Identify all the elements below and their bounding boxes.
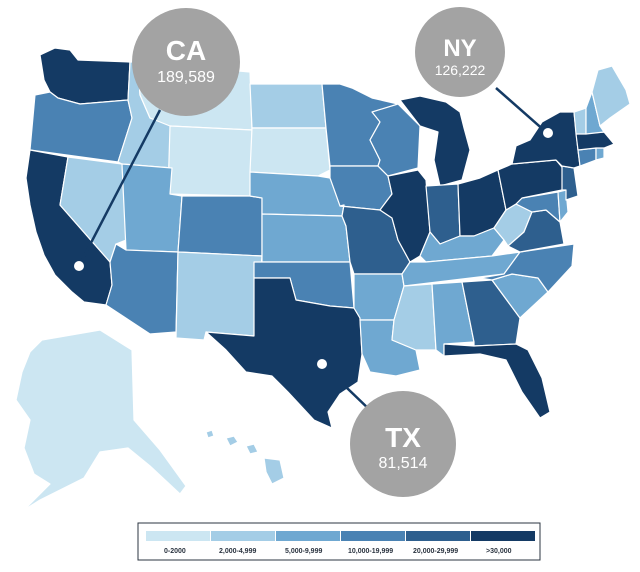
state-NH[interactable]: [585, 91, 605, 135]
state-AK[interactable]: [15, 329, 187, 511]
legend-label-1: 2,000-4,999: [219, 548, 256, 555]
state-HI[interactable]: [205, 429, 285, 485]
state-NY[interactable]: [511, 111, 581, 169]
state-NM[interactable]: [175, 251, 263, 341]
legend-swatch-2: [276, 531, 340, 541]
state-MI[interactable]: [399, 95, 471, 187]
state-CT[interactable]: [577, 147, 597, 167]
state-RI[interactable]: [595, 147, 605, 161]
state-WY[interactable]: [167, 125, 253, 197]
callout-CA-value: 189,589: [157, 69, 215, 86]
state-ME[interactable]: [591, 65, 631, 127]
state-SD[interactable]: [249, 127, 331, 177]
callout-TX-abbr: TX: [385, 422, 421, 453]
state-WI[interactable]: [369, 103, 421, 177]
legend-label-0: 0-2000: [164, 548, 186, 555]
state-TX[interactable]: [205, 277, 363, 429]
callout-NY-value: 126,222: [435, 62, 486, 78]
callout-NY-location-dot: [543, 128, 553, 138]
legend: 0-2000 2,000-4,999 5,000-9,999 10,000-19…: [137, 522, 541, 561]
legend-swatch-0: [146, 531, 210, 541]
callout-NY-leader-line: [495, 87, 547, 133]
legend-frame: [137, 522, 541, 561]
state-FL[interactable]: [443, 343, 551, 419]
state-MA[interactable]: [575, 131, 615, 151]
state-ND[interactable]: [249, 83, 327, 129]
callout-NY: NY 126,222: [415, 7, 553, 138]
state-IA[interactable]: [329, 165, 393, 211]
legend-label-4: 20,000-29,999: [413, 548, 458, 555]
state-KS[interactable]: [261, 213, 351, 263]
legend-label-5: >30,000: [486, 548, 512, 555]
callout-CA-leader-line: [78, 109, 162, 265]
callout-TX-bubble: [350, 391, 456, 497]
legend-swatch-3: [341, 531, 405, 541]
callout-NY-bubble: [415, 7, 505, 97]
legend-swatch-4: [406, 531, 470, 541]
state-AZ[interactable]: [105, 243, 179, 335]
callout-NY-abbr: NY: [443, 35, 476, 62]
legend-swatch-1: [211, 531, 275, 541]
callout-CA: CA 189,589: [74, 8, 240, 271]
legend-label-2: 5,000-9,999: [285, 548, 322, 555]
state-NC[interactable]: [479, 243, 575, 293]
legend-label-3: 10,000-19,999: [348, 548, 393, 555]
legend-swatch-5: [471, 531, 535, 541]
callout-CA-bubble: [132, 8, 240, 116]
callout-CA-abbr: CA: [166, 35, 206, 66]
state-VT[interactable]: [573, 107, 587, 135]
callout-CA-location-dot: [74, 261, 84, 271]
callout-TX: TX 81,514: [317, 359, 456, 497]
callout-TX-value: 81,514: [379, 455, 428, 472]
callout-TX-leader-line: [321, 363, 373, 413]
callout-TX-location-dot: [317, 359, 327, 369]
state-CO[interactable]: [177, 195, 263, 257]
